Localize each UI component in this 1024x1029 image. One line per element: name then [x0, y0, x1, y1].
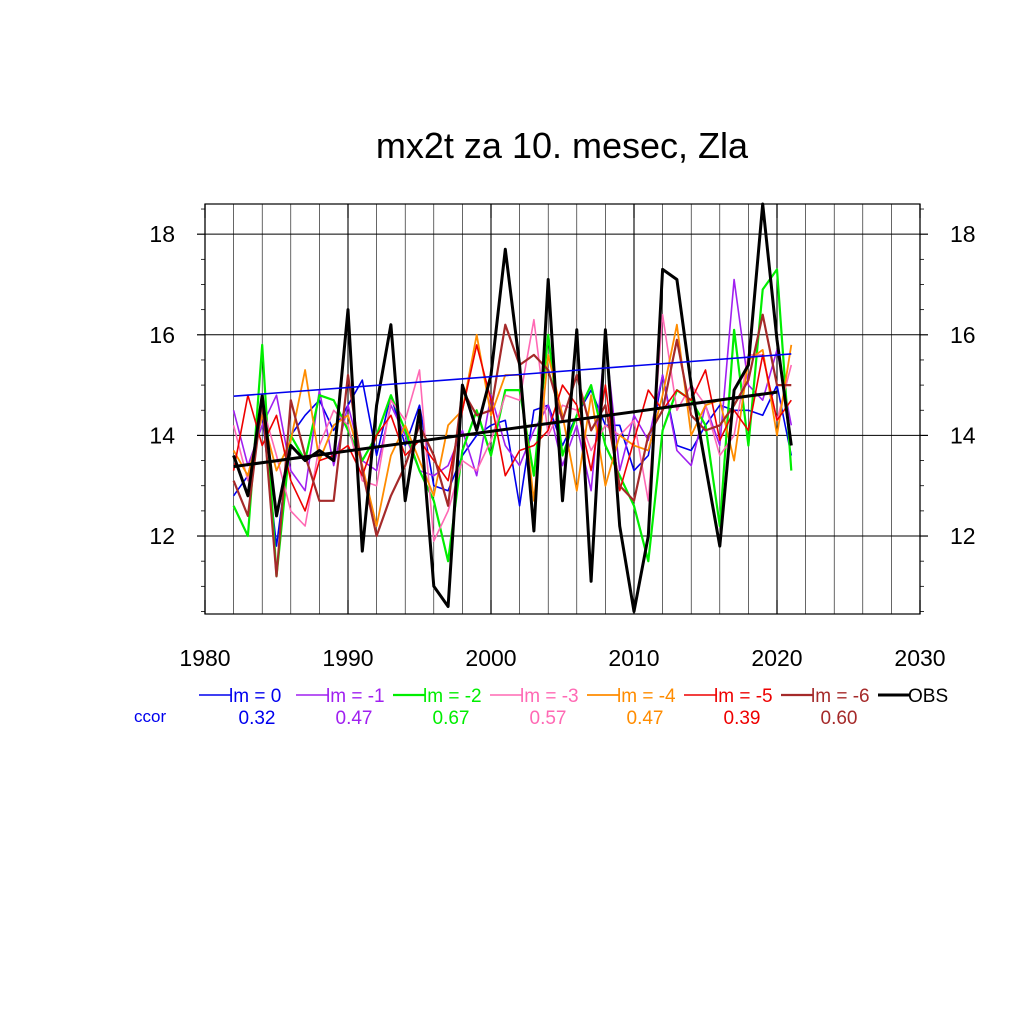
- legend-label: lm = -3: [520, 686, 579, 707]
- y-tick-label-right: 14: [950, 422, 976, 448]
- legend-label: lm = -1: [326, 686, 385, 707]
- trend-line-obs: [233, 390, 778, 469]
- legend-ccor-value: 0.47: [627, 708, 664, 729]
- trend-lines: [233, 353, 792, 469]
- y-tick-label: 12: [149, 523, 175, 549]
- chart-title: mx2t za 10. mesec, Zla: [376, 125, 749, 166]
- series-lines: [232, 202, 793, 613]
- legend-ccor-value: 0.60: [821, 708, 858, 729]
- trend-line-lm-0: [233, 353, 792, 397]
- legend-ccor-value: 0.32: [239, 708, 276, 729]
- y-tick-label-right: 12: [950, 523, 976, 549]
- x-tick-label: 1980: [179, 645, 230, 671]
- ccor-label: ccor: [134, 707, 166, 726]
- series-line-lm-3: [232, 313, 793, 542]
- legend-ccor-value: 0.67: [433, 708, 470, 729]
- legend-label: lm = 0: [229, 686, 281, 707]
- y-tick-label: 18: [149, 221, 175, 247]
- legend-label: lm = -5: [714, 686, 773, 707]
- x-tick-label: 2010: [608, 645, 659, 671]
- legend-ccor-value: 0.57: [530, 708, 567, 729]
- plot-frame: [204, 203, 921, 615]
- legend-label: lm = -2: [423, 686, 482, 707]
- y-tick-label-right: 18: [950, 221, 976, 247]
- series-line-obs: [232, 202, 793, 613]
- x-tick-label: 1990: [322, 645, 373, 671]
- axes: 1980 1990 2000 2010 2020 2030 12 12 14 14 16 16 18 18: [149, 203, 976, 671]
- legend-label: lm = -6: [811, 686, 870, 707]
- legend-label: lm = -4: [617, 686, 676, 707]
- x-tick-label: 2000: [465, 645, 516, 671]
- legend-label: OBS: [908, 686, 948, 707]
- y-tick-label-right: 16: [950, 322, 976, 348]
- series-line-lm-5: [232, 344, 792, 512]
- y-tick-label: 14: [149, 422, 175, 448]
- x-tick-label: 2020: [751, 645, 802, 671]
- legend-ccor-value: 0.47: [336, 708, 373, 729]
- series-line-lm-2: [232, 268, 793, 578]
- grid: [204, 204, 921, 614]
- x-tick-label: 2030: [894, 645, 945, 671]
- legend-ccor-value: 0.39: [724, 708, 761, 729]
- y-tick-label: 16: [149, 322, 175, 348]
